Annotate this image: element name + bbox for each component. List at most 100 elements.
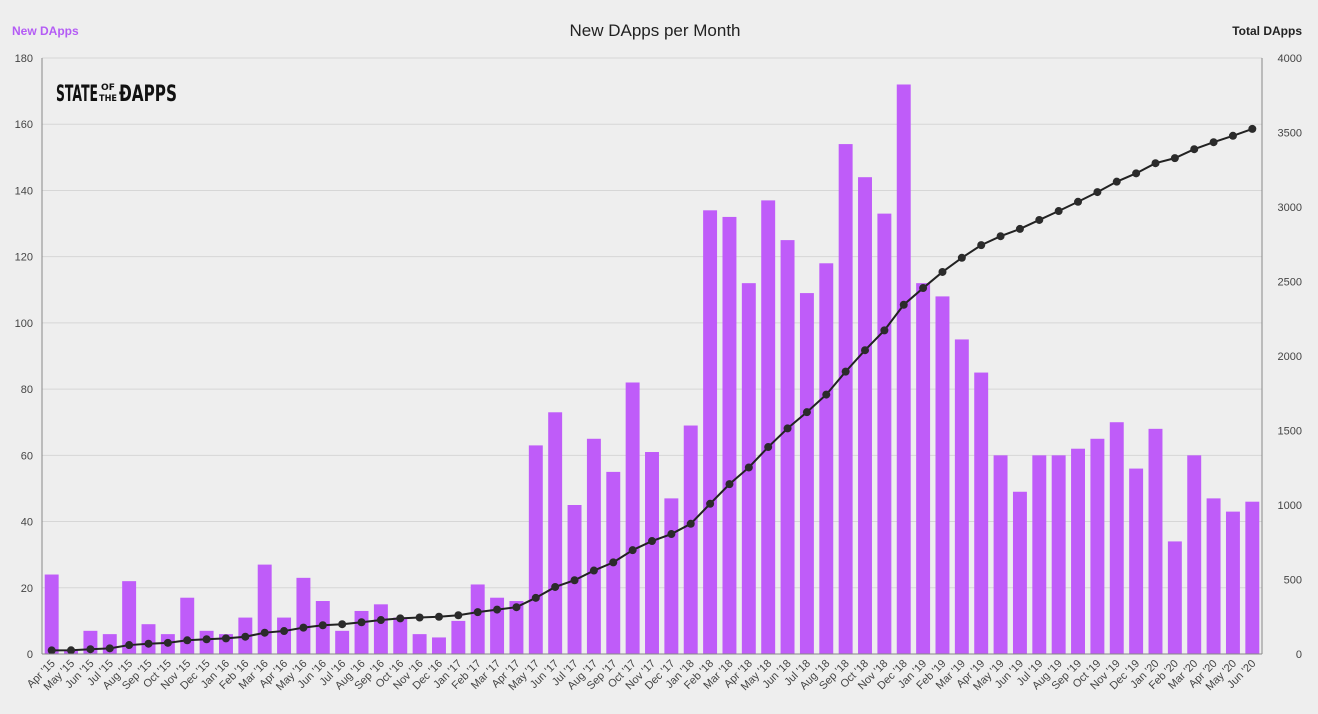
line-point — [221, 634, 230, 643]
logo-of-text: OF — [101, 83, 115, 93]
line-point — [1074, 197, 1083, 206]
line-point — [996, 232, 1005, 241]
bar — [528, 445, 543, 654]
y-left-tick-label: 20 — [21, 583, 33, 595]
bar — [780, 240, 795, 655]
line-point — [1112, 177, 1121, 186]
line-point — [144, 639, 153, 648]
bar — [664, 498, 679, 654]
line-point — [531, 593, 540, 602]
bar — [858, 177, 872, 654]
logo-the-text: THE — [99, 94, 117, 104]
y-right-tick-label: 3500 — [1278, 128, 1302, 140]
bar — [257, 564, 272, 654]
bar — [819, 263, 834, 654]
bar — [122, 581, 137, 654]
bar — [44, 574, 59, 654]
bar — [1187, 455, 1202, 654]
bar — [683, 425, 698, 654]
bar — [277, 617, 292, 654]
bar — [722, 216, 737, 654]
bar — [1051, 455, 1066, 654]
line-point — [396, 614, 405, 623]
bar — [393, 617, 408, 654]
bar — [490, 597, 505, 654]
line-point — [241, 632, 250, 641]
y-left-tick-label: 180 — [15, 53, 33, 65]
bar — [1032, 455, 1047, 654]
y-left-tick-label: 60 — [21, 450, 33, 462]
bar — [354, 610, 369, 654]
line-point — [899, 300, 908, 309]
line-point — [260, 628, 269, 637]
bar — [470, 584, 485, 654]
y-left-tick-label: 160 — [15, 119, 33, 131]
line-point — [822, 390, 831, 399]
line-point — [1228, 131, 1237, 140]
bar — [645, 452, 659, 654]
line-point — [1054, 207, 1063, 216]
bar — [412, 634, 427, 654]
line-point — [105, 644, 114, 653]
bar — [548, 412, 563, 654]
bar — [509, 601, 524, 654]
grid-layer — [42, 57, 1262, 655]
bar — [1109, 422, 1124, 654]
line-point — [415, 613, 424, 622]
line-point — [841, 367, 850, 376]
line-point — [880, 326, 889, 335]
y-left-tick-label: 100 — [15, 318, 33, 330]
line-point — [706, 499, 715, 508]
bar — [180, 597, 195, 654]
bar — [896, 84, 911, 655]
y-left-tick-label: 120 — [15, 252, 33, 264]
line-point — [570, 576, 579, 585]
line-point — [861, 346, 870, 355]
line-point — [125, 641, 134, 650]
line-point — [434, 612, 443, 621]
bar — [625, 382, 640, 654]
line-point — [299, 623, 308, 632]
bar — [432, 637, 446, 654]
line-point — [609, 558, 618, 567]
line-point — [202, 635, 211, 644]
line-point — [163, 638, 172, 647]
right-axis: 0 500 1000 1500 2000 2500 3000 3500 4000 — [1261, 53, 1302, 661]
line-point — [938, 267, 947, 276]
y-right-tick-label: 1000 — [1278, 500, 1302, 512]
bar — [1090, 438, 1105, 654]
bar — [451, 620, 466, 654]
y-left-tick-label: 40 — [21, 517, 33, 529]
y-right-tick-label: 2500 — [1278, 277, 1302, 289]
line-point — [67, 646, 76, 655]
line-point — [648, 537, 656, 546]
bar — [296, 577, 311, 654]
bar — [974, 372, 989, 654]
bar — [141, 624, 156, 654]
line-point — [1015, 224, 1024, 233]
left-axis: 0 20 40 60 80 100 120 140 160 180 — [15, 53, 43, 661]
legend-right-label: Total DApps — [1232, 24, 1302, 38]
bar — [335, 630, 350, 654]
bar — [1225, 511, 1240, 654]
chart-title: New DApps per Month — [569, 21, 740, 40]
line-point — [338, 620, 347, 629]
logo-dapps-text: ÐAPPS — [119, 82, 177, 107]
line-layer — [47, 124, 1257, 655]
line-point — [86, 645, 95, 654]
line-point — [1151, 159, 1160, 168]
line-point — [183, 636, 192, 645]
line-point — [280, 627, 289, 636]
bar — [1012, 491, 1027, 654]
logo: STATE OF THE ÐAPPS — [56, 82, 177, 107]
bar — [1071, 448, 1085, 654]
y-right-tick-label: 0 — [1296, 649, 1302, 661]
line-point — [628, 546, 637, 555]
line-point — [357, 618, 366, 627]
line-point — [47, 646, 56, 655]
line-point — [725, 480, 734, 489]
line-point — [589, 566, 598, 575]
